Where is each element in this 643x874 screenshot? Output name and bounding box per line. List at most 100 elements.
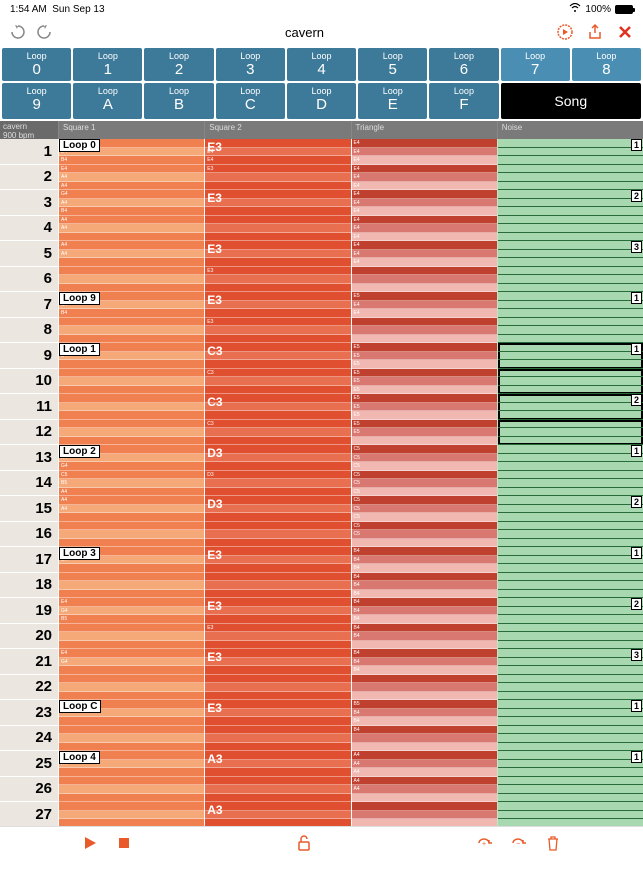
cell-sq1[interactable]: C5B5A4 <box>58 471 204 497</box>
track-row[interactable]: 8E3 <box>0 318 643 344</box>
cell-sq2[interactable]: E3 <box>204 165 350 191</box>
cell-sq2[interactable]: E3E4E4 <box>204 139 350 165</box>
redo-icon[interactable] <box>34 22 54 42</box>
cell-tri[interactable]: B4B4B4 <box>351 649 497 675</box>
track-row[interactable]: 20E3B4B4 <box>0 624 643 650</box>
loop-button-F[interactable]: LoopF <box>429 83 498 119</box>
cell-sq2[interactable]: E3 <box>204 598 350 624</box>
cell-tri[interactable]: E5E5E5 <box>351 394 497 420</box>
cell-sq1[interactable]: A4A4 <box>58 496 204 522</box>
cell-sq2[interactable]: E3 <box>204 547 350 573</box>
cell-sq2[interactable]: D3 <box>204 471 350 497</box>
cell-tri[interactable]: B4 <box>351 726 497 752</box>
track-row[interactable]: 7Loop 9G4G4B4E3E5E4E41 <box>0 292 643 318</box>
cell-sq1[interactable] <box>58 318 204 344</box>
cell-sq2[interactable] <box>204 726 350 752</box>
track-row[interactable]: 24B4 <box>0 726 643 752</box>
channel-tri[interactable]: Triangle <box>351 121 497 139</box>
cell-sq1[interactable]: Loop 3E4G4 <box>58 547 204 573</box>
channel-sq1[interactable]: Square 1 <box>58 121 204 139</box>
cell-sq2[interactable]: C3 <box>204 394 350 420</box>
track-row[interactable]: 2E4A4A4E3E4E4E4 <box>0 165 643 191</box>
cell-noise[interactable]: 2 <box>497 496 643 522</box>
cell-noise[interactable] <box>497 471 643 497</box>
track-row[interactable]: 19E4G4B5E3B4B4B42 <box>0 598 643 624</box>
track-row[interactable]: 12C3E5E5 <box>0 420 643 446</box>
cell-noise[interactable]: 2 <box>497 394 643 420</box>
loop-button-D[interactable]: LoopD <box>287 83 356 119</box>
settings-play-icon[interactable] <box>555 22 575 42</box>
cell-sq1[interactable]: Loop 4A4A4 <box>58 751 204 777</box>
cell-sq2[interactable] <box>204 522 350 548</box>
cell-tri[interactable]: C5C5C5 <box>351 471 497 497</box>
cell-tri[interactable]: B4B4 <box>351 624 497 650</box>
cell-noise[interactable] <box>497 420 643 446</box>
trash-icon[interactable] <box>543 833 563 853</box>
loop-button-2[interactable]: Loop2 <box>144 48 213 81</box>
cell-tri[interactable]: C5C5 <box>351 522 497 548</box>
cell-sq2[interactable]: E3 <box>204 190 350 216</box>
cell-noise[interactable] <box>497 267 643 293</box>
cell-sq2[interactable]: D3 <box>204 445 350 471</box>
track-row[interactable]: 27A3 <box>0 802 643 828</box>
cell-sq2[interactable]: E3 <box>204 624 350 650</box>
cell-sq2[interactable]: A3 <box>204 751 350 777</box>
cell-noise[interactable]: 1 <box>497 139 643 165</box>
cell-sq2[interactable]: E3 <box>204 292 350 318</box>
track-row[interactable]: 18B4B4B4 <box>0 573 643 599</box>
cell-sq2[interactable]: C3 <box>204 343 350 369</box>
cell-tri[interactable]: A4A4 <box>351 777 497 803</box>
track-row[interactable]: 21E4G4E3B4B4B43 <box>0 649 643 675</box>
cell-sq2[interactable]: E3 <box>204 241 350 267</box>
cell-sq2[interactable]: D3 <box>204 496 350 522</box>
track-row[interactable]: 3G4A4B4E3E4E4E42 <box>0 190 643 216</box>
track-row[interactable]: 1Loop 0D4E4B4E3E4E4E4E4E41 <box>0 139 643 165</box>
cell-noise[interactable] <box>497 522 643 548</box>
cell-tri[interactable]: B4B4B4 <box>351 598 497 624</box>
cell-sq2[interactable]: E3 <box>204 700 350 726</box>
track-row[interactable]: 6E3 <box>0 267 643 293</box>
song-button[interactable]: Song <box>501 83 641 119</box>
track-row[interactable]: 9Loop 1A4B4C3E5E5E51 <box>0 343 643 369</box>
cell-sq2[interactable] <box>204 573 350 599</box>
cell-sq1[interactable] <box>58 522 204 548</box>
play-icon[interactable] <box>80 833 100 853</box>
cell-sq2[interactable]: C3 <box>204 420 350 446</box>
loop-button-E[interactable]: LoopE <box>358 83 427 119</box>
cell-tri[interactable]: E4E4E4 <box>351 241 497 267</box>
undo-icon[interactable] <box>8 22 28 42</box>
track-row[interactable]: 5A4A4E3E4E4E43 <box>0 241 643 267</box>
cell-noise[interactable] <box>497 369 643 395</box>
loop-button-8[interactable]: Loop8 <box>572 48 641 81</box>
cell-sq2[interactable] <box>204 777 350 803</box>
cell-sq1[interactable]: E4A4A4 <box>58 165 204 191</box>
track-row[interactable]: 4A4A4E4E4E4 <box>0 216 643 242</box>
cell-sq1[interactable] <box>58 802 204 828</box>
track-row[interactable]: 25Loop 4A4A4A3A4A4A41 <box>0 751 643 777</box>
cell-noise[interactable] <box>497 624 643 650</box>
cell-sq1[interactable] <box>58 573 204 599</box>
cell-noise[interactable]: 1 <box>497 751 643 777</box>
cell-sq2[interactable] <box>204 675 350 701</box>
cell-tri[interactable]: B4B4B4 <box>351 547 497 573</box>
loop-button-A[interactable]: LoopA <box>73 83 142 119</box>
stop-icon[interactable] <box>114 833 134 853</box>
cell-sq2[interactable]: E3 <box>204 318 350 344</box>
cell-noise[interactable]: 1 <box>497 700 643 726</box>
cell-sq1[interactable]: A4A4 <box>58 241 204 267</box>
cell-sq2[interactable]: A3 <box>204 802 350 828</box>
cell-sq1[interactable]: E4G4B5 <box>58 598 204 624</box>
cell-tri[interactable]: E5E5E5 <box>351 369 497 395</box>
cell-noise[interactable]: 1 <box>497 547 643 573</box>
cell-tri[interactable] <box>351 802 497 828</box>
close-icon[interactable] <box>615 22 635 42</box>
cell-tri[interactable]: B4B4B4 <box>351 573 497 599</box>
cell-sq1[interactable]: Loop 9G4G4B4 <box>58 292 204 318</box>
cell-noise[interactable]: 3 <box>497 241 643 267</box>
cell-sq1[interactable] <box>58 369 204 395</box>
cell-sq2[interactable]: E3 <box>204 649 350 675</box>
track-row[interactable]: 10C3E5E5E5 <box>0 369 643 395</box>
cell-noise[interactable] <box>497 675 643 701</box>
track-row[interactable]: 22 <box>0 675 643 701</box>
cell-sq1[interactable]: Loop C <box>58 700 204 726</box>
